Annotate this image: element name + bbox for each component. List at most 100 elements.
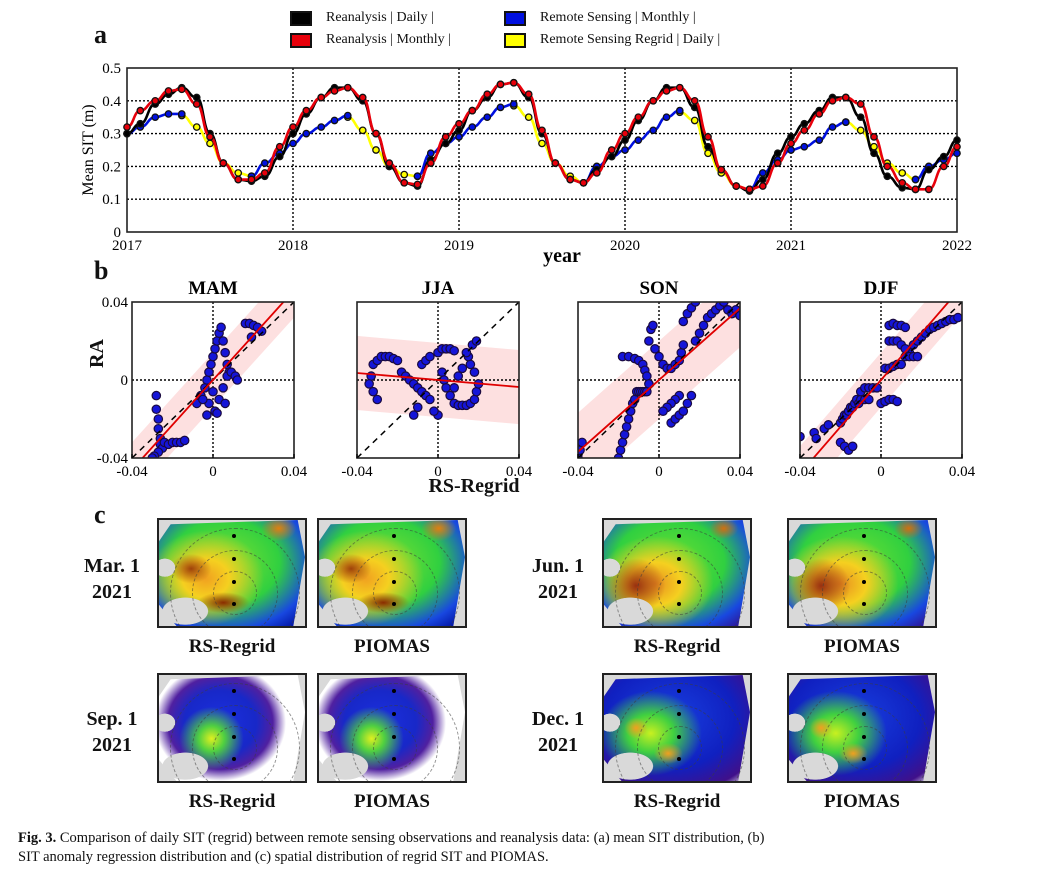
scatter-point: [617, 437, 628, 448]
grid-marker: [677, 712, 681, 716]
panel-a-label: a: [94, 20, 107, 49]
scatter-point: [218, 383, 228, 393]
scatter-point: [208, 386, 218, 397]
y-tick-label: 0.04: [102, 295, 129, 311]
data-point: [289, 139, 297, 148]
x-tick-label: -0.04: [116, 464, 148, 480]
map-caption: PIOMAS: [824, 791, 900, 812]
scatter-point: [644, 336, 654, 346]
date-label-day: Mar. 1: [84, 555, 140, 577]
data-point: [690, 116, 699, 125]
data-point: [662, 113, 671, 122]
grid-marker: [677, 534, 681, 538]
grid-marker: [232, 735, 236, 739]
grid-marker: [862, 580, 866, 584]
scatter-point: [578, 437, 587, 448]
data-point: [870, 133, 878, 141]
data-point: [343, 83, 352, 92]
legend-item-remote-sensing-regrid-daily: Remote Sensing Regrid | Daily |: [504, 32, 720, 48]
scatter-point: [621, 422, 632, 432]
scatter-point: [372, 394, 383, 405]
data-point: [275, 142, 284, 151]
data-point: [566, 175, 575, 184]
map-caption: RS-Regrid: [188, 636, 276, 657]
sit-map-dec-piomas: [787, 673, 937, 783]
scatter-point: [648, 320, 658, 331]
data-point: [758, 175, 767, 184]
plot-frame: [126, 67, 958, 233]
scatter-point: [425, 351, 435, 362]
scatter-point: [151, 404, 162, 415]
data-point: [758, 169, 767, 177]
legend: Reanalysis | Daily | Reanalysis | Monthl…: [290, 8, 850, 52]
scatter-plot-area: [800, 302, 962, 458]
grid-marker: [232, 712, 236, 716]
legend-label: Reanalysis | Monthly |: [326, 32, 451, 47]
scatter-point: [694, 328, 705, 338]
scatter-panel-son: SON -0.04 0 0.04: [562, 278, 753, 480]
grid-marker: [677, 689, 681, 693]
timeseries-chart: 0 0.1 0.2 0.3 0.4 0.5 2017 2018 2019 2020 2021 2022…: [80, 61, 972, 267]
data-point: [400, 178, 409, 187]
y-tick-label: -0.04: [97, 451, 129, 467]
x-tick-label: 2018: [278, 238, 308, 254]
data-point: [441, 139, 450, 148]
data-point: [883, 172, 892, 181]
legend-swatch-black: [290, 10, 312, 26]
data-point: [455, 133, 463, 141]
scatter-point: [206, 359, 216, 370]
x-tick-label: 0.04: [281, 464, 308, 480]
scatter-point: [364, 379, 374, 389]
grid-marker: [677, 557, 681, 561]
scatter-point: [220, 347, 230, 358]
data-point: [441, 133, 450, 141]
data-point: [939, 162, 948, 171]
data-point: [675, 106, 684, 115]
data-point: [496, 103, 505, 112]
data-point: [317, 93, 326, 102]
data-point: [413, 180, 422, 189]
scatter-point: [392, 355, 403, 366]
scatter-point: [208, 351, 218, 362]
map-caption: PIOMAS: [354, 636, 430, 657]
scatter-point: [471, 336, 482, 346]
scatter-title: JJA: [422, 278, 455, 299]
data-point: [551, 159, 560, 167]
scatter-point: [623, 414, 634, 424]
scatter-point: [642, 371, 652, 381]
data-point: [883, 162, 892, 171]
data-point: [372, 146, 380, 154]
data-point: [483, 90, 492, 99]
scatter-point: [457, 363, 468, 374]
grid-marker: [677, 602, 681, 606]
sit-map-mar-rs: [157, 518, 307, 628]
data-point: [649, 126, 658, 135]
data-point: [524, 90, 533, 99]
data-point: [468, 123, 477, 131]
data-point: [136, 106, 145, 115]
data-point: [841, 118, 850, 126]
map-caption: RS-Regrid: [633, 791, 721, 812]
grid-marker: [232, 534, 236, 538]
date-label-year: 2021: [92, 734, 132, 756]
data-point: [426, 149, 435, 158]
data-point: [732, 182, 741, 190]
scatter-point: [471, 386, 482, 397]
grid-marker: [862, 689, 866, 693]
data-point: [343, 111, 352, 120]
x-tick-label: -0.04: [341, 464, 373, 480]
regression-line: [812, 302, 950, 458]
scatter-xlabel: RS-Regrid: [428, 475, 520, 497]
scatter-point: [650, 344, 660, 354]
x-tick-label: 0.04: [949, 464, 976, 480]
y-tick-label: 0.3: [102, 127, 121, 143]
grid-marker: [232, 580, 236, 584]
data-point: [206, 133, 214, 141]
data-point: [455, 126, 463, 135]
x-tick-label: 2019: [444, 238, 474, 254]
scatter-point: [202, 410, 212, 420]
grid-marker: [862, 712, 866, 716]
grid-marker: [862, 534, 866, 538]
legend-item-reanalysis-daily: Reanalysis | Daily |: [290, 10, 434, 26]
scatter-point: [896, 359, 907, 370]
